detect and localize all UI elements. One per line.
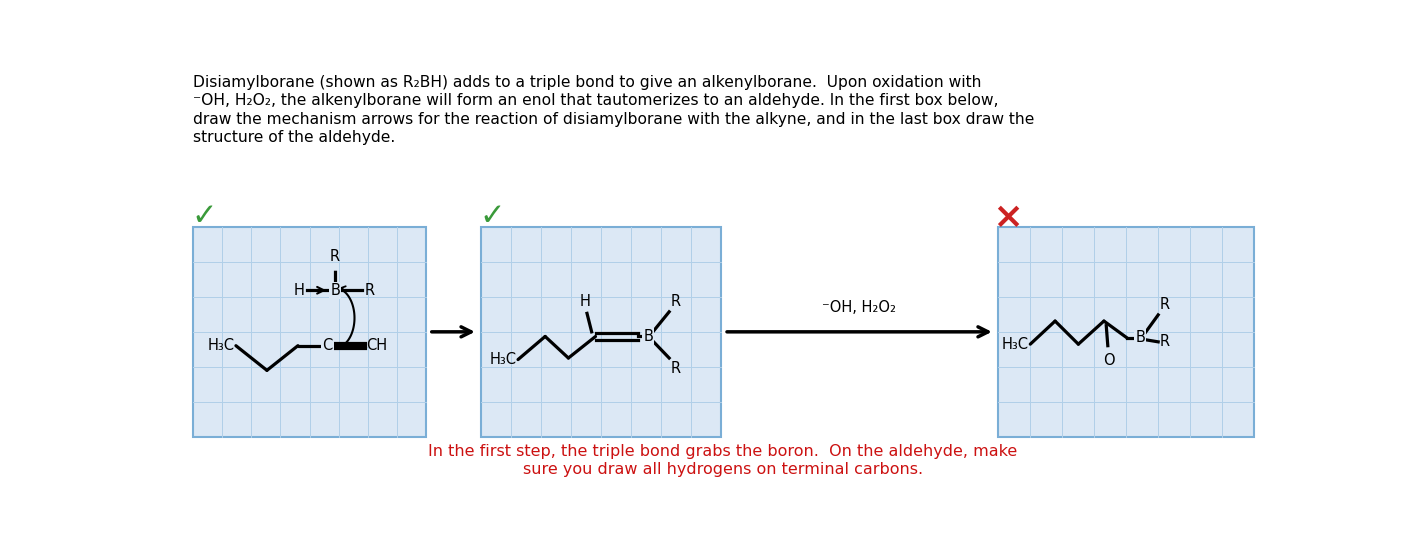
Text: H₃C: H₃C [1001, 336, 1029, 352]
Text: sure you draw all hydrogens on terminal carbons.: sure you draw all hydrogens on terminal … [523, 462, 922, 477]
Text: R: R [1159, 334, 1170, 349]
Text: ⁻OH, H₂O₂: ⁻OH, H₂O₂ [822, 300, 897, 315]
Text: H: H [293, 283, 305, 298]
Text: R: R [330, 249, 340, 264]
Text: R: R [365, 283, 375, 298]
Bar [998, 227, 1253, 436]
Text: R: R [1159, 297, 1170, 312]
Text: O: O [1104, 353, 1115, 368]
Text: B: B [1135, 330, 1145, 345]
Text: In the first step, the triple bond grabs the boron.  On the aldehyde, make: In the first step, the triple bond grabs… [429, 444, 1017, 459]
Text: B: B [643, 329, 653, 344]
Text: ✓: ✓ [479, 202, 505, 231]
Bar [481, 227, 721, 436]
Text: H₃C: H₃C [489, 352, 516, 367]
Text: structure of the aldehyde.: structure of the aldehyde. [193, 130, 396, 145]
Bar [193, 227, 426, 436]
Text: R: R [671, 361, 681, 376]
Text: ⁻OH, H₂O₂, the alkenylborane will form an enol that tautomerizes to an aldehyde.: ⁻OH, H₂O₂, the alkenylborane will form a… [193, 93, 998, 108]
Text: H: H [580, 294, 591, 309]
Text: draw the mechanism arrows for the reaction of disiamylborane with the alkyne, an: draw the mechanism arrows for the reacti… [193, 112, 1035, 127]
Text: C: C [323, 338, 333, 353]
Text: R: R [671, 294, 681, 309]
Text: B: B [330, 283, 340, 298]
Text: CH: CH [367, 338, 388, 353]
Text: ✓: ✓ [192, 202, 217, 231]
Text: Disiamylborane (shown as R₂BH) adds to a triple bond to give an alkenylborane.  : Disiamylborane (shown as R₂BH) adds to a… [193, 75, 981, 90]
Text: H₃C: H₃C [207, 338, 234, 353]
